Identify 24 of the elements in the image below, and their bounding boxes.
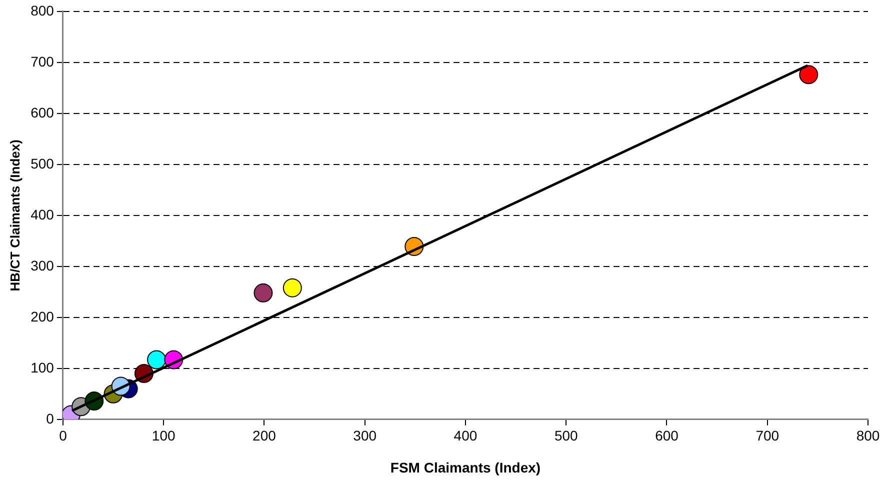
x-tick-label: 700 (756, 428, 780, 444)
x-tick-label: 400 (454, 428, 478, 444)
y-tick-label: 300 (30, 257, 54, 274)
x-tick-label: 600 (655, 428, 679, 444)
x-tick-label: 0 (59, 428, 68, 444)
x-tick-label: 300 (353, 428, 377, 444)
y-tick-label: 200 (30, 308, 54, 324)
point (254, 283, 273, 302)
y-axis-title: HB/CT Claimants (Index) (7, 140, 22, 292)
y-tick-label: 500 (30, 155, 54, 172)
y-tick-label: 600 (30, 104, 54, 120)
y-tick-label: 800 (30, 2, 54, 18)
point (147, 350, 166, 370)
x-tick-label: 500 (554, 428, 578, 444)
point (799, 65, 818, 84)
y-tick-label: 100 (30, 359, 54, 376)
y-tick-label: 400 (30, 206, 54, 222)
y-tick-label: 700 (30, 53, 54, 70)
x-axis-title: FSM Claimants (Index) (390, 459, 541, 476)
x-tick-label: 800 (856, 428, 880, 444)
point (282, 278, 302, 298)
x-tick-label: 200 (252, 428, 276, 444)
x-tick-label: 100 (152, 428, 176, 444)
y-tick-label: 0 (46, 410, 54, 426)
